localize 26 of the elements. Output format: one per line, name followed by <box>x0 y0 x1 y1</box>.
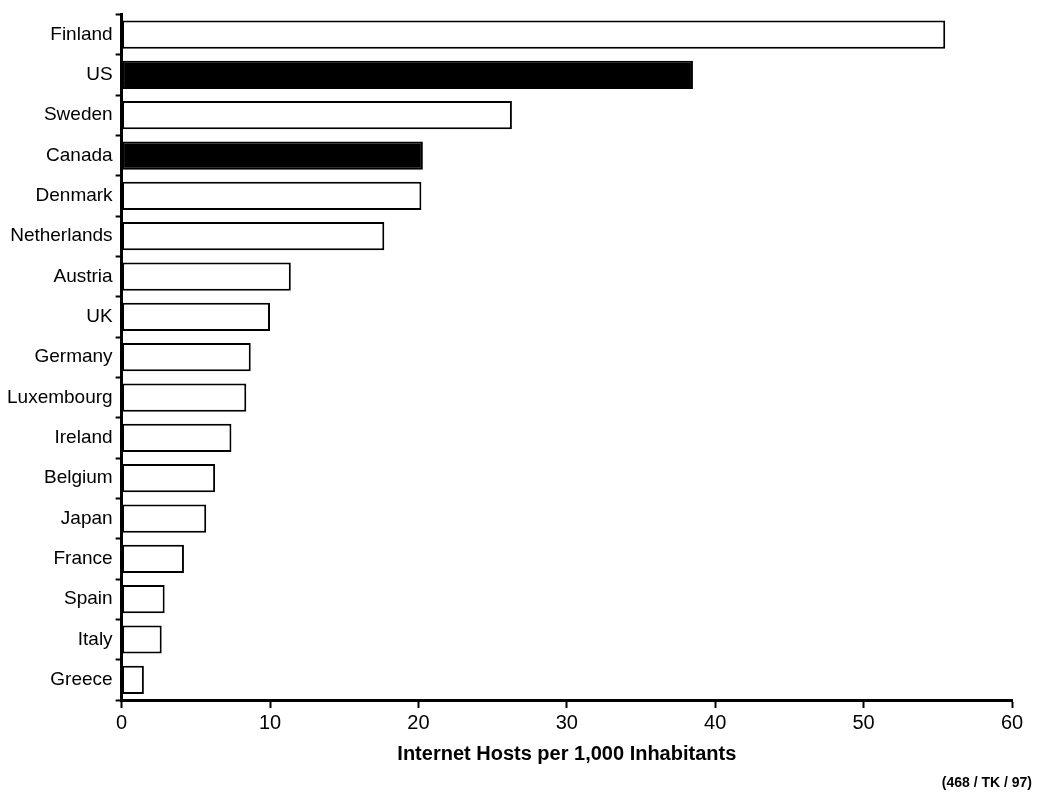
x-tick-label: 60 <box>1000 710 1024 733</box>
y-tick-label: Italy <box>77 627 114 649</box>
x-tick-label: 20 <box>407 710 430 733</box>
y-tick-label: Luxembourg <box>7 385 113 407</box>
y-tick-label: Spain <box>64 587 113 609</box>
y-tick-label: Netherlands <box>10 224 113 246</box>
y-tick-label: Canada <box>46 143 114 165</box>
y-tick-label: Greece <box>50 668 113 690</box>
y-tick-label: Sweden <box>43 103 113 125</box>
y-tick-label: Ireland <box>54 426 113 448</box>
x-tick-label: 40 <box>704 710 727 733</box>
x-axis-title: Internet Hosts per 1,000 Inhabitants <box>397 741 737 764</box>
y-tick-label: US <box>86 63 113 85</box>
y-tick-label: Japan <box>60 506 113 528</box>
y-tick-label: Belgium <box>43 466 113 488</box>
y-tick-label: Finland <box>50 22 113 44</box>
y-tick-label: Germany <box>34 345 114 367</box>
y-tick-label: Denmark <box>35 184 114 206</box>
x-tick-label: 30 <box>555 710 578 733</box>
x-tick-label: 0 <box>116 710 128 733</box>
text: (468 / TK / 97) <box>941 774 1032 790</box>
x-tick-label: 10 <box>258 710 282 733</box>
y-tick-label: UK <box>86 305 113 327</box>
y-tick-label: France <box>53 547 113 569</box>
y-tick-label: Austria <box>53 264 114 286</box>
x-tick-label: 50 <box>852 710 875 733</box>
